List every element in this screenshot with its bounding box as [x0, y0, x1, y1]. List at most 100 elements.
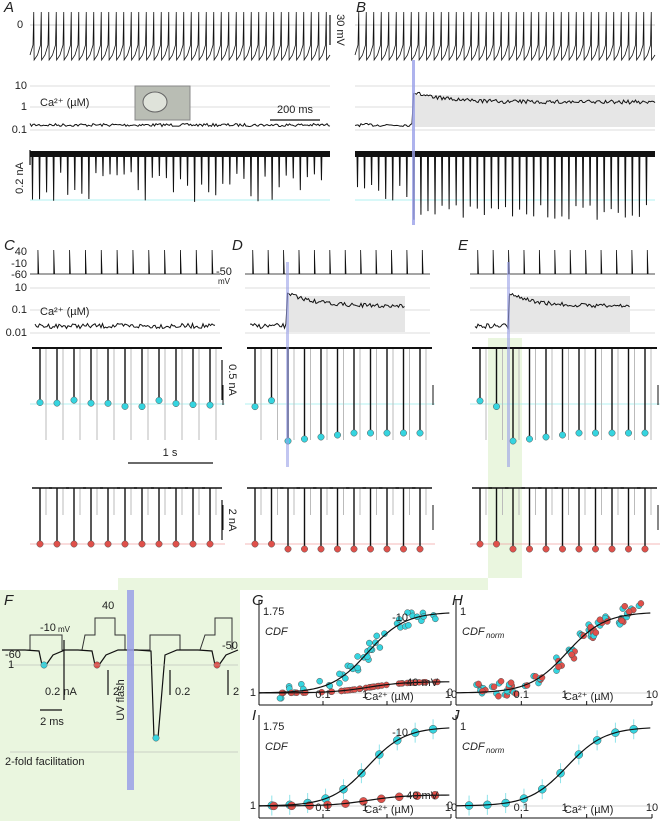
tick-label: 10 [646, 689, 658, 701]
marker [592, 629, 600, 636]
marker [316, 677, 323, 685]
tick-label: 0 [447, 687, 453, 699]
panel-letter: D [232, 237, 243, 254]
marker [475, 680, 482, 688]
marker [376, 644, 384, 651]
label: mV [218, 277, 231, 286]
marker [87, 399, 95, 407]
label: 1.75 [263, 606, 284, 618]
marker [87, 540, 95, 548]
tick-label: 0.1 [12, 304, 27, 316]
panel-letter: I [252, 707, 256, 724]
marker [70, 396, 78, 404]
label: -60 [5, 649, 21, 661]
tick-label: 1 [21, 101, 27, 113]
marker [621, 602, 629, 610]
marker [172, 540, 180, 548]
marker [36, 399, 44, 406]
marker [354, 664, 361, 672]
axis-title: CDF [265, 741, 289, 753]
ca-shade [287, 296, 405, 332]
panel-letter: C [4, 237, 15, 254]
marker [568, 651, 575, 658]
marker [152, 734, 160, 742]
marker [206, 401, 214, 409]
marker [336, 670, 343, 678]
scale-label: 0.2 nA [45, 686, 77, 698]
marker [618, 617, 626, 624]
marker [189, 401, 197, 409]
tick-label: 10 [15, 282, 27, 294]
marker [53, 399, 61, 407]
uv-flash [286, 262, 289, 467]
axis-title: norm [486, 631, 505, 640]
uv-flash [412, 60, 415, 225]
scale-label: 2 ms [40, 716, 64, 728]
tick-label: 40 [15, 246, 27, 258]
marker [592, 429, 599, 437]
axis-title: norm [486, 746, 505, 755]
marker [53, 540, 61, 548]
label: -50 [216, 266, 232, 278]
axis-title: CDF [265, 626, 289, 638]
marker [559, 431, 566, 439]
axis-title: CDF [462, 626, 486, 638]
marker [334, 545, 341, 553]
current-trace [31, 150, 328, 202]
label: 1 [8, 659, 14, 671]
marker [36, 540, 44, 548]
scale-label: 2 [113, 686, 119, 698]
marker [625, 545, 632, 553]
fit-curve [258, 727, 450, 807]
label: 2-fold facilitation [5, 756, 85, 768]
marker [189, 540, 197, 548]
scale-label: 200 ms [277, 104, 314, 116]
marker [251, 403, 259, 411]
panel-letter: H [452, 592, 463, 609]
fit-curve [258, 612, 450, 694]
marker [400, 545, 407, 553]
axis-title: Ca²⁺ (µM) [564, 691, 613, 703]
tick-label: 0.01 [6, 327, 27, 339]
marker [592, 545, 599, 553]
marker [476, 397, 484, 405]
cell-body [142, 91, 168, 113]
panel-letter: F [4, 592, 14, 609]
marker [268, 397, 275, 405]
marker [251, 540, 259, 548]
marker [608, 545, 616, 553]
spike-train [29, 11, 331, 62]
tick-label: -60 [11, 269, 27, 281]
scale-label: 0.5 nA [226, 364, 238, 396]
marker [301, 545, 308, 553]
marker [555, 663, 562, 671]
tick-label: 0 [447, 800, 453, 812]
label: Ca²⁺ (µM) [40, 306, 89, 318]
marker [416, 429, 424, 437]
marker [268, 540, 275, 548]
marker [367, 429, 374, 437]
tick-label: -10 [11, 258, 27, 270]
marker [342, 675, 349, 682]
marker [284, 545, 292, 553]
marker [596, 616, 604, 623]
marker [497, 678, 505, 685]
marker [641, 545, 649, 553]
tick-label: 0.1 [514, 802, 529, 814]
marker [476, 540, 484, 548]
panel-letter: A [3, 0, 14, 16]
marker [70, 540, 78, 548]
marker [479, 688, 486, 695]
marker [155, 396, 163, 404]
scale-label: 0.2 [175, 686, 190, 698]
uv-flash [127, 590, 134, 790]
label: -10 [40, 622, 56, 634]
marker [608, 429, 616, 437]
marker [641, 429, 649, 437]
calcium-trace [34, 321, 216, 330]
marker [637, 600, 645, 607]
scale-label: 0.2 nA [14, 161, 26, 193]
marker [336, 679, 343, 687]
marker [138, 403, 146, 411]
marker [509, 545, 517, 553]
